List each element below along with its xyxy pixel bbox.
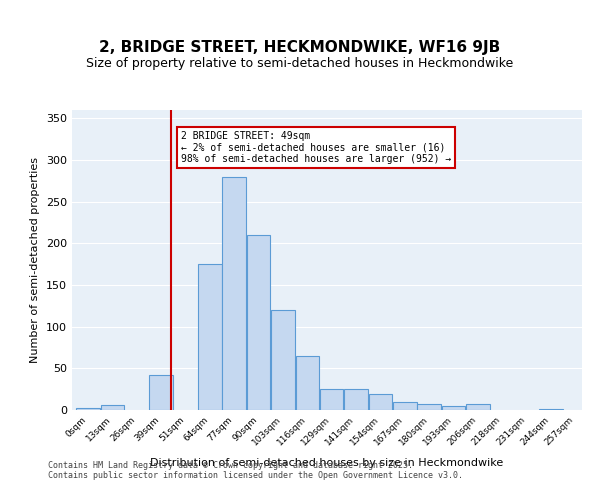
Bar (296, 356, 319, 410)
Bar (271, 310, 295, 410)
Text: 2 BRIDGE STREET: 49sqm
← 2% of semi-detached houses are smaller (16)
98% of semi: 2 BRIDGE STREET: 49sqm ← 2% of semi-deta… (181, 131, 451, 164)
Bar (198, 264, 221, 410)
Text: 2, BRIDGE STREET, HECKMONDWIKE, WF16 9JB: 2, BRIDGE STREET, HECKMONDWIKE, WF16 9JB (100, 40, 500, 55)
Bar (442, 406, 465, 410)
Bar (149, 375, 173, 410)
Text: Size of property relative to semi-detached houses in Heckmondwike: Size of property relative to semi-detach… (86, 58, 514, 70)
Bar (320, 389, 343, 410)
X-axis label: Distribution of semi-detached houses by size in Heckmondwike: Distribution of semi-detached houses by … (151, 458, 503, 468)
Bar (223, 176, 246, 410)
Bar (247, 235, 270, 410)
Text: Contains HM Land Registry data © Crown copyright and database right 2025.
Contai: Contains HM Land Registry data © Crown c… (48, 460, 463, 480)
Y-axis label: Number of semi-detached properties: Number of semi-detached properties (31, 157, 40, 363)
Bar (539, 409, 563, 410)
Bar (418, 404, 441, 410)
Bar (76, 408, 100, 410)
Bar (101, 405, 124, 410)
Bar (466, 404, 490, 410)
Bar (369, 394, 392, 410)
Bar (344, 389, 368, 410)
Bar (393, 402, 416, 410)
